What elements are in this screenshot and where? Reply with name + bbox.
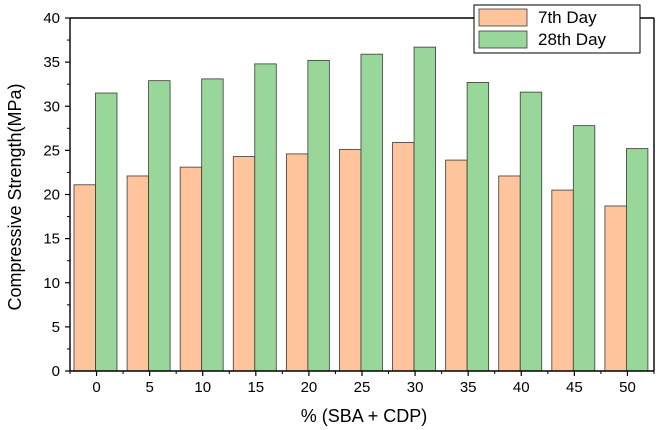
x-tick-label-5: 5 bbox=[145, 379, 153, 396]
x-tick-label-45: 45 bbox=[566, 379, 583, 396]
x-tick-label-20: 20 bbox=[301, 379, 318, 396]
bar-7th-day-20 bbox=[285, 153, 309, 372]
bar-7th-day-45 bbox=[551, 189, 574, 372]
y-tick-label-25: 25 bbox=[43, 142, 60, 159]
x-tick-label-35: 35 bbox=[460, 379, 477, 396]
y-tick-label-20: 20 bbox=[43, 187, 60, 204]
y-tick-label-5: 5 bbox=[52, 319, 60, 336]
legend-swatch-28th-day bbox=[478, 30, 528, 49]
y-tick-label-15: 15 bbox=[43, 231, 60, 248]
bar-28th-day-10 bbox=[201, 78, 224, 372]
y-tick-label-0: 0 bbox=[52, 363, 60, 380]
legend-label-28th-day: 28th Day bbox=[538, 30, 607, 49]
bar-28th-day-30 bbox=[413, 46, 436, 372]
bars-group bbox=[73, 46, 649, 372]
x-tick-label-50: 50 bbox=[619, 379, 636, 396]
bar-28th-day-0 bbox=[95, 92, 118, 372]
bar-7th-day-10 bbox=[179, 166, 203, 372]
legend-label-7th-day: 7th Day bbox=[538, 8, 597, 27]
x-tick-label-15: 15 bbox=[247, 379, 264, 396]
bar-7th-day-35 bbox=[445, 159, 468, 372]
x-axis-title: % (SBA + CDP) bbox=[301, 406, 428, 426]
bar-28th-day-5 bbox=[148, 80, 171, 372]
y-tick-label-10: 10 bbox=[43, 275, 60, 292]
x-tick-label-0: 0 bbox=[92, 379, 100, 396]
bar-7th-day-30 bbox=[392, 142, 415, 372]
bar-7th-day-50 bbox=[604, 205, 627, 372]
bar-7th-day-0 bbox=[73, 184, 96, 372]
x-tick-label-10: 10 bbox=[194, 379, 211, 396]
bar-7th-day-40 bbox=[498, 175, 521, 372]
bar-7th-day-15 bbox=[232, 156, 256, 372]
legend: 7th Day 28th Day bbox=[473, 4, 641, 54]
bar-28th-day-45 bbox=[572, 125, 596, 372]
legend-swatch-7th-day bbox=[478, 8, 528, 27]
bar-28th-day-25 bbox=[360, 53, 383, 372]
y-tick-label-30: 30 bbox=[43, 98, 60, 115]
x-tick-label-30: 30 bbox=[407, 379, 424, 396]
bar-28th-day-15 bbox=[254, 63, 277, 372]
y-tick-label-40: 40 bbox=[43, 10, 60, 27]
y-axis-title: Compressive Strength(MPa) bbox=[5, 83, 25, 310]
bar-28th-day-40 bbox=[519, 91, 543, 372]
x-tick-label-40: 40 bbox=[513, 379, 530, 396]
bar-28th-day-35 bbox=[466, 82, 490, 372]
bar-7th-day-25 bbox=[339, 149, 362, 372]
y-tick-label-35: 35 bbox=[43, 54, 60, 71]
bar-28th-day-50 bbox=[626, 148, 649, 372]
x-tick-label-25: 25 bbox=[354, 379, 371, 396]
bar-28th-day-20 bbox=[307, 59, 330, 372]
bar-7th-day-5 bbox=[126, 175, 149, 372]
axes-group: 0 5 10 15 20 25 30 35 40 0 5 10 15 20 25 30 35 40 45 50 bbox=[43, 10, 655, 396]
